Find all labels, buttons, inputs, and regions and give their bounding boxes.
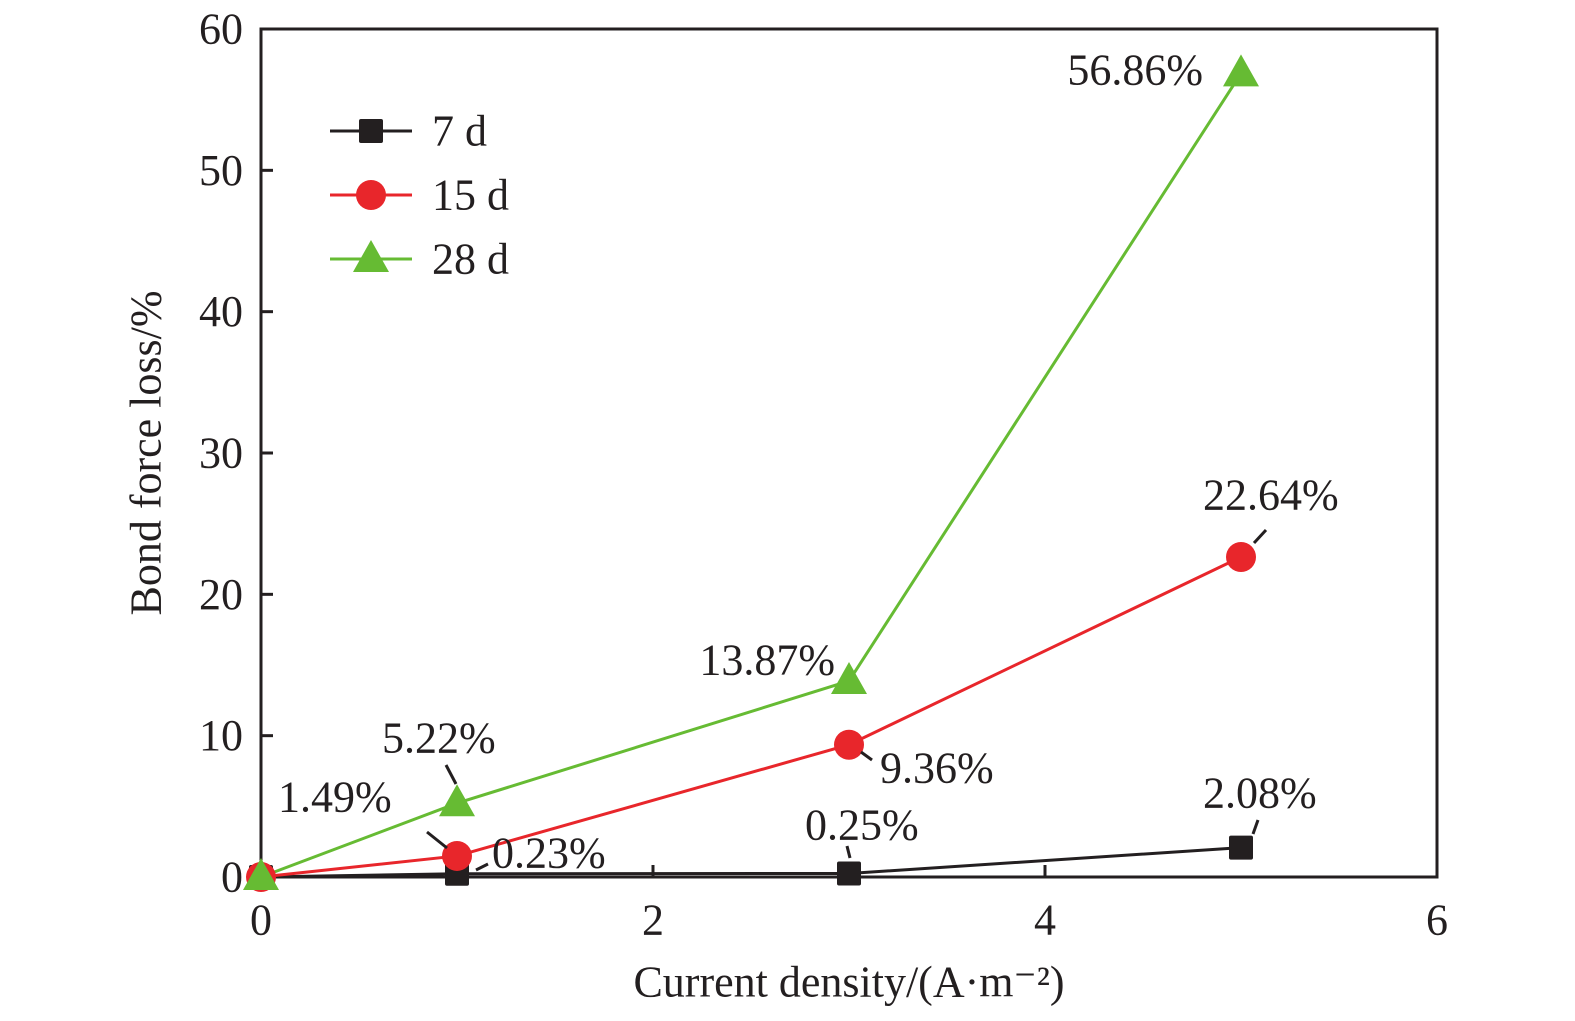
x-tick-label: 4	[1034, 896, 1056, 945]
legend-marker	[359, 119, 383, 143]
y-tick-label: 20	[199, 570, 243, 619]
data-point-15d	[1226, 542, 1256, 573]
data-label: 5.22%	[382, 714, 496, 763]
leader-line	[426, 830, 448, 850]
data-point-15d	[834, 729, 864, 760]
leader-line	[1251, 819, 1260, 835]
legend-marker	[353, 240, 389, 272]
legend-label: 28 d	[432, 235, 509, 284]
legend-marker	[356, 180, 386, 210]
y-tick-label: 40	[199, 287, 243, 336]
x-tick-label: 0	[250, 896, 272, 945]
y-tick-label: 50	[199, 146, 243, 195]
legend-label: 15 d	[432, 171, 509, 220]
data-point-7d	[1229, 835, 1253, 860]
y-tick-label: 60	[199, 5, 243, 54]
data-label: 2.08%	[1203, 769, 1317, 818]
data-label: 13.87%	[699, 636, 835, 685]
series-line-15d	[260, 555, 1242, 879]
y-tick-label: 0	[221, 853, 243, 902]
x-axis-label: Current density/(A·m⁻²)	[633, 958, 1064, 1007]
leader-line	[444, 764, 458, 785]
data-label: 22.64%	[1203, 471, 1339, 520]
data-point-15d	[442, 840, 472, 871]
y-axis-label: Bond force loss/%	[122, 290, 171, 615]
data-point-28d	[831, 661, 867, 694]
legend-label: 7 d	[432, 107, 487, 156]
leader-line	[845, 845, 852, 859]
leader-line	[475, 862, 489, 872]
data-label: 0.23%	[492, 829, 606, 878]
data-point-28d	[439, 784, 475, 817]
data-point-7d	[837, 861, 861, 886]
data-point-28d	[1223, 54, 1259, 87]
y-tick-label: 10	[199, 711, 243, 760]
series-line-7d	[260, 846, 1242, 879]
leader-line	[860, 750, 873, 762]
leader-line	[1252, 528, 1268, 545]
series-line-28d	[260, 72, 1243, 879]
data-label: 0.25%	[805, 801, 919, 850]
data-label: 9.36%	[880, 744, 994, 793]
x-tick-label: 6	[1426, 896, 1448, 945]
y-tick-label: 30	[199, 429, 243, 478]
data-point-28d	[243, 858, 279, 890]
data-label: 56.86%	[1067, 46, 1203, 95]
data-label: 1.49%	[278, 773, 392, 822]
x-tick-label: 2	[642, 896, 664, 945]
